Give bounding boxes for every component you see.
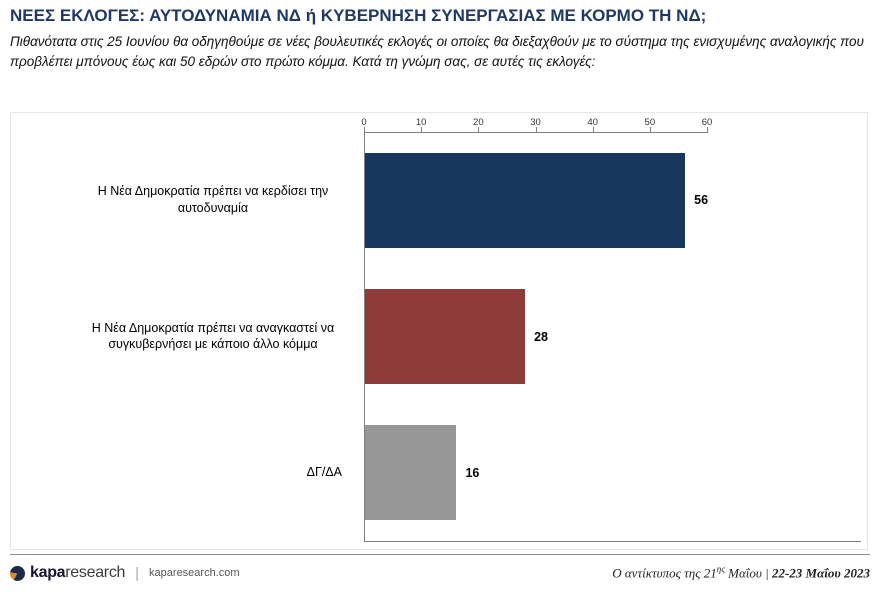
axis-tick-mark	[421, 127, 423, 133]
page-title: ΝΕΕΣ ΕΚΛΟΓΕΣ: ΑΥΤΟΔΥΝΑΜΙΑ ΝΔ ή ΚΥΒΕΡΝΗΣΗ…	[10, 6, 707, 25]
axis-tick-mark	[364, 127, 365, 133]
note-date: 22-23 Μαΐου 2023	[771, 565, 870, 581]
axis-tick-label: 30	[530, 117, 541, 128]
footer: kaparesearch | kaparesearch.com Ο αντίκτ…	[10, 558, 870, 588]
category-label-text: Η Νέα Δημοκρατία πρέπει να αναγκαστεί να…	[91, 320, 335, 352]
bar-2	[365, 289, 526, 384]
value-label: 56	[694, 193, 709, 208]
logo-text: kaparesearch	[30, 564, 125, 582]
axis-tick-mark	[535, 127, 537, 133]
bar-chart: 0 10 20 30 40 50 60 Η Νέα Δημοκρατία πρέπει να …	[10, 112, 868, 550]
logo-text-bold: kapa	[30, 564, 66, 581]
bar-1	[365, 152, 686, 248]
axis-tick-label: 40	[587, 117, 598, 128]
axis-tick-mark	[592, 127, 594, 133]
category-label: Η Νέα Δημοκρατία πρέπει να κερδίσει την …	[11, 132, 354, 268]
logo-separator: |	[135, 564, 140, 582]
axis-tick-label: 60	[701, 117, 713, 128]
axis-tick-label: 0	[361, 117, 367, 128]
axis-tick-mark	[707, 127, 708, 133]
category-axis-line	[364, 132, 365, 541]
axis-tick-label: 20	[473, 117, 484, 128]
footer-website: kaparesearch.com	[149, 567, 240, 579]
note-superscript: ης	[716, 564, 725, 575]
category-label: ΔΓ/ΔΑ	[11, 405, 354, 541]
chart-subtitle: Πιθανότατα στις 25 Ιουνίου θα οδηγηθούμε…	[10, 34, 864, 69]
axis-tick-label: 50	[644, 117, 656, 128]
plot-bottom-line	[364, 541, 861, 542]
category-label: Η Νέα Δημοκρατία πρέπει να αναγκαστεί να…	[11, 268, 354, 404]
value-label: 16	[465, 465, 480, 480]
kapa-research-logo-icon	[10, 565, 25, 581]
category-label-text: ΔΓ/ΔΑ	[306, 465, 342, 480]
footer-note: Ο αντίκτυπος της 21ης Μαΐου | 22-23 Μαΐο…	[612, 564, 870, 581]
logo-text-light: research	[65, 564, 126, 581]
axis-tick-mark	[649, 127, 651, 133]
value-label: 28	[534, 329, 548, 344]
footer-logo: kaparesearch | kaparesearch.com	[10, 564, 240, 582]
note-mid: Μαΐου	[724, 565, 766, 581]
plot-area: 0 10 20 30 40 50 60 Η Νέα Δημοκρατία πρέπει να …	[11, 113, 867, 549]
axis-tick-label: 10	[415, 117, 427, 128]
note-prefix: Ο αντίκτυπος της 21	[612, 565, 717, 581]
footer-divider	[10, 554, 870, 555]
note-separator: |	[765, 565, 772, 581]
category-label-text: Η Νέα Δημοκρατία πρέπει να κερδίσει την …	[97, 184, 329, 216]
axis-tick-mark	[478, 127, 480, 133]
bar-3	[365, 425, 457, 521]
